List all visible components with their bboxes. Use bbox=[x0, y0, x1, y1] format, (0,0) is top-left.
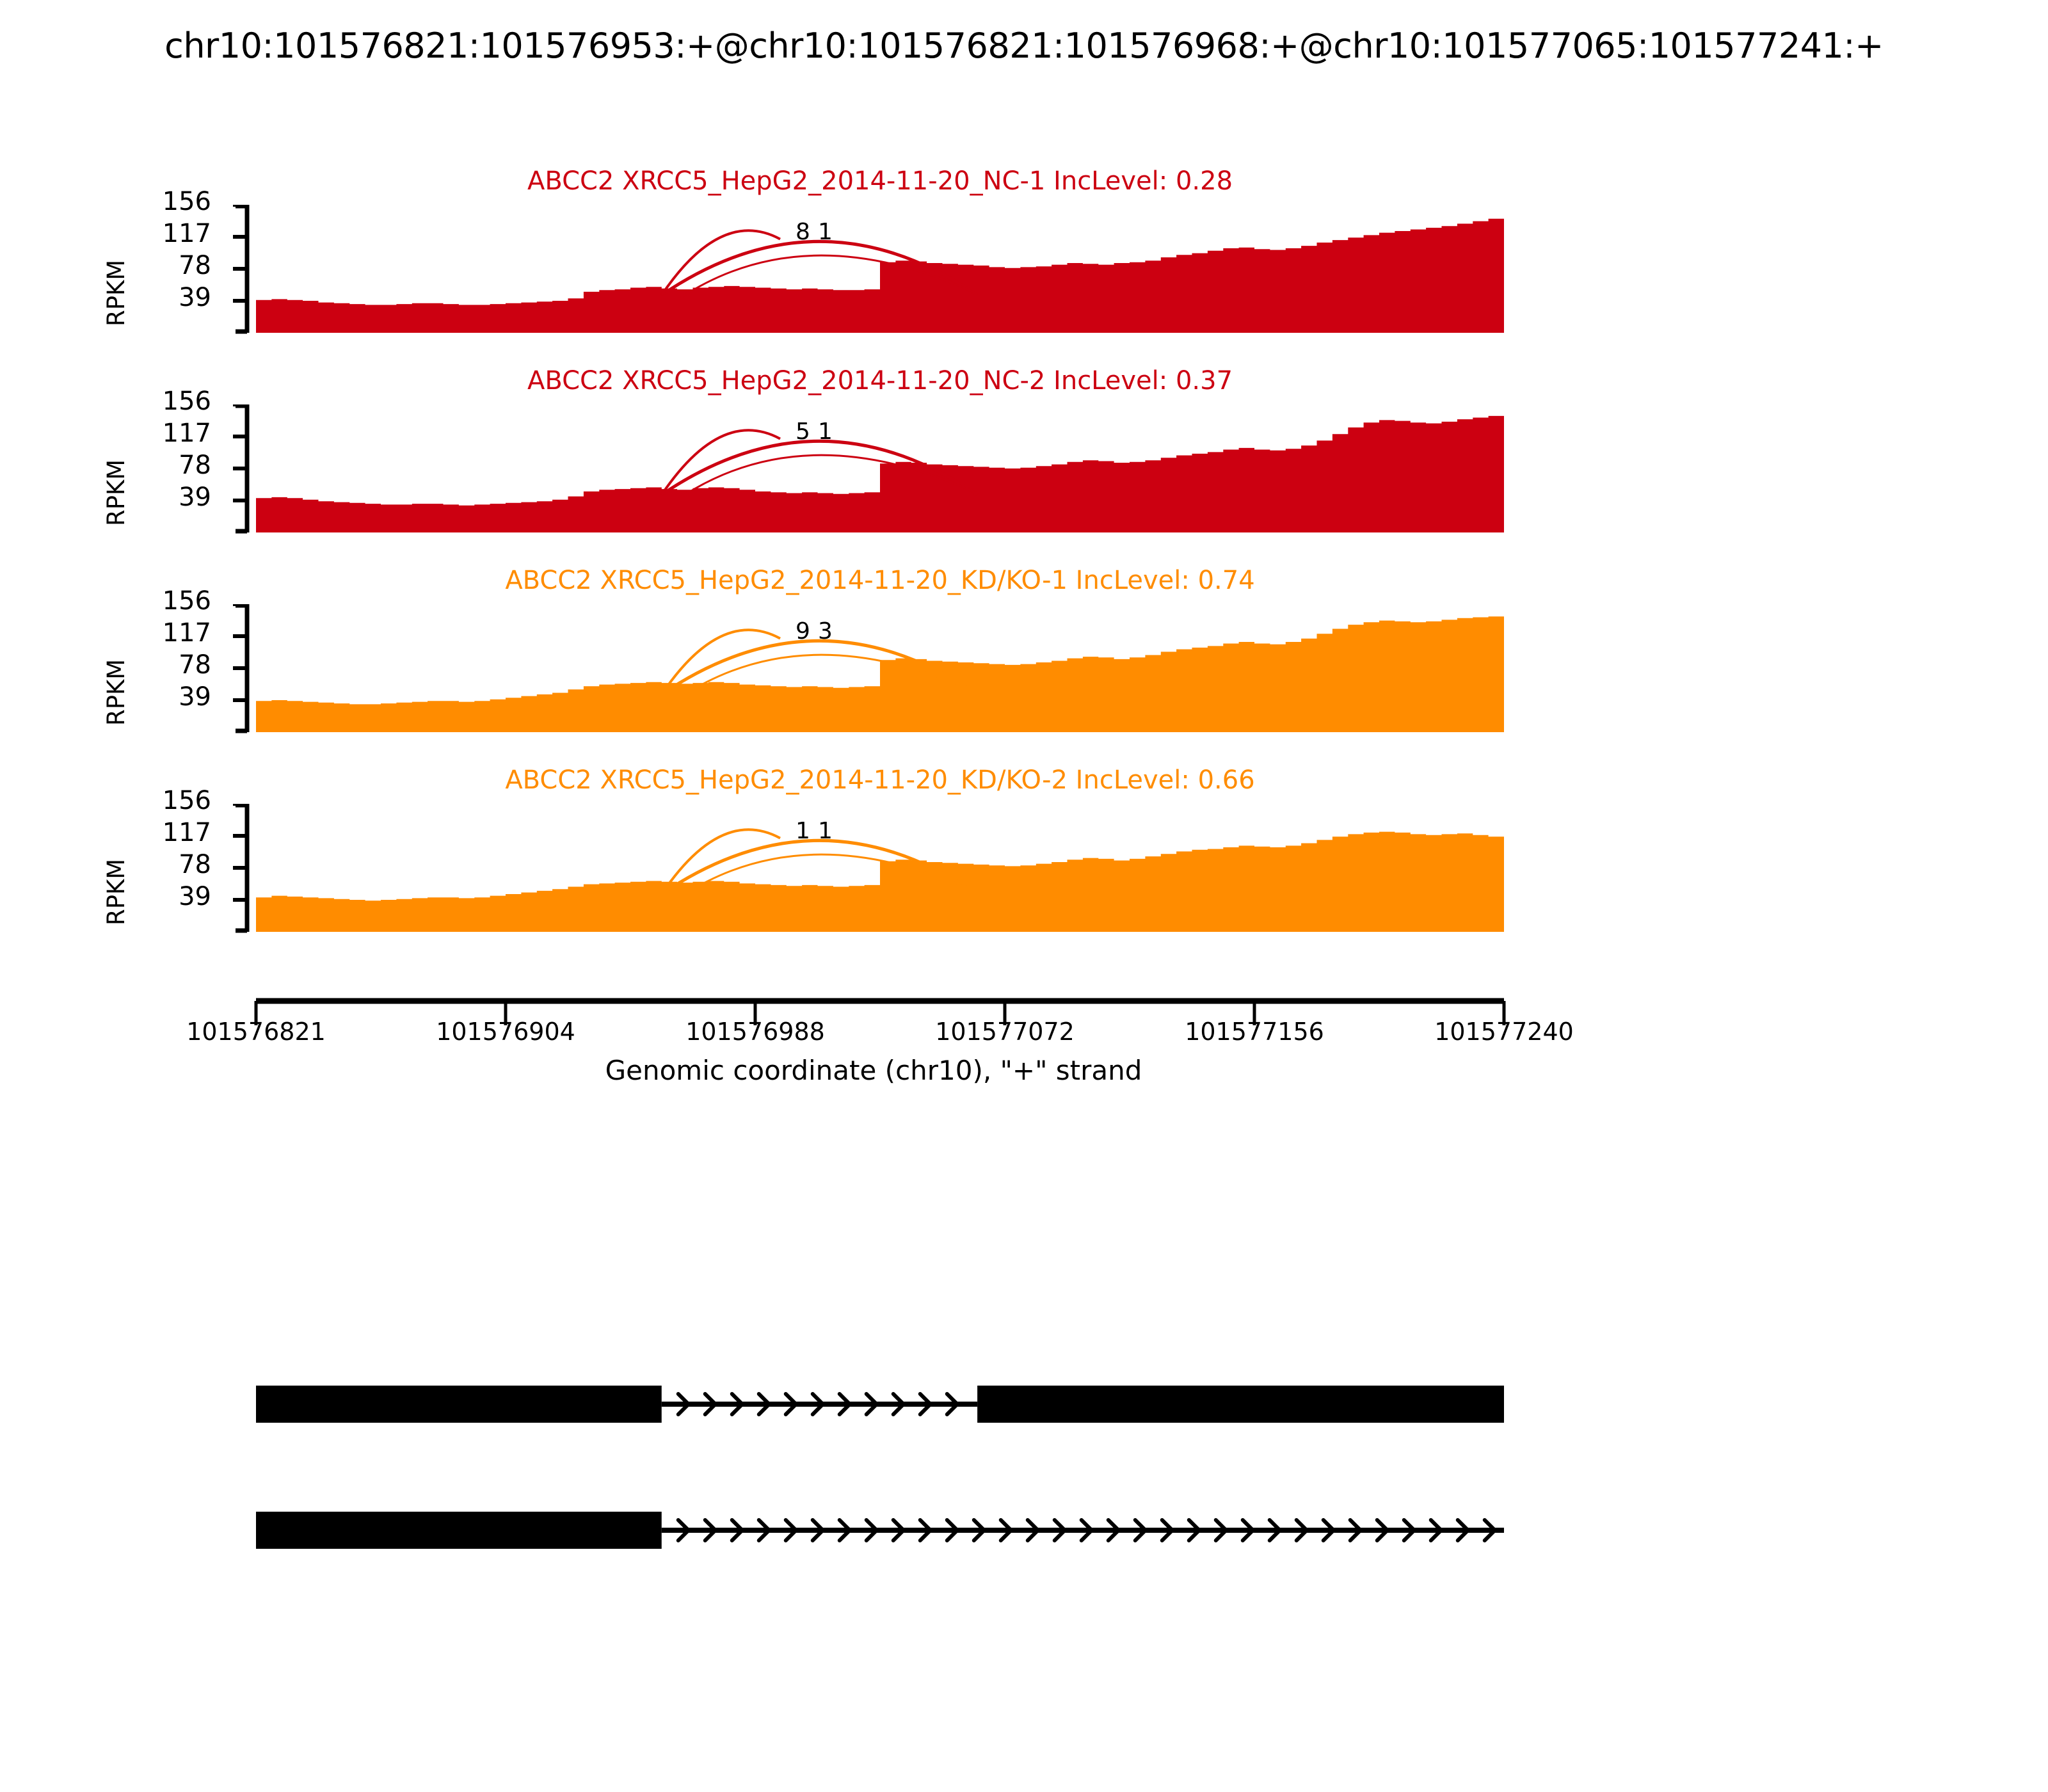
y-axis-tick-label: 78 bbox=[179, 850, 211, 879]
track-title: ABCC2 XRCC5_HepG2_2014-11-20_KD/KO-2 Inc… bbox=[505, 765, 1255, 795]
junction-count-label: 1 bbox=[796, 817, 810, 844]
track-canvas bbox=[233, 404, 1504, 534]
junction-count-label: 9 bbox=[796, 618, 810, 644]
y-axis-tick-label: 117 bbox=[162, 618, 211, 648]
track-canvas bbox=[233, 205, 1504, 334]
isoform-models bbox=[0, 1344, 2048, 1613]
x-axis-tick-label: 101577240 bbox=[1434, 1018, 1574, 1046]
track-title: ABCC2 XRCC5_HepG2_2014-11-20_NC-1 IncLev… bbox=[527, 166, 1233, 196]
y-axis-tick-label: 78 bbox=[179, 251, 211, 280]
track-title: ABCC2 XRCC5_HepG2_2014-11-20_NC-2 IncLev… bbox=[527, 366, 1233, 396]
x-axis-tick-label: 101576821 bbox=[186, 1018, 326, 1046]
y-axis-tick-label: 39 bbox=[179, 283, 211, 312]
x-axis bbox=[0, 986, 2048, 1152]
exon-block bbox=[256, 1512, 662, 1549]
track-canvas bbox=[233, 604, 1504, 733]
x-axis-tick-label: 101576988 bbox=[685, 1018, 825, 1046]
y-axis-tick-label: 39 bbox=[179, 682, 211, 712]
exon-block bbox=[256, 1386, 662, 1423]
junction-count-label: 1 bbox=[818, 817, 833, 844]
junction-count-label: 3 bbox=[818, 618, 833, 644]
track-canvas bbox=[233, 804, 1504, 933]
y-axis-tick-label: 156 bbox=[162, 187, 211, 216]
y-axis-tick-label: 78 bbox=[179, 451, 211, 480]
y-axis-tick-label: 156 bbox=[162, 387, 211, 416]
page-title: chr10:101576821:101576953:+@chr10:101576… bbox=[164, 26, 1884, 66]
track-title: ABCC2 XRCC5_HepG2_2014-11-20_KD/KO-1 Inc… bbox=[505, 566, 1255, 595]
junction-count-label: 1 bbox=[818, 418, 833, 445]
y-axis-tick-label: 156 bbox=[162, 786, 211, 815]
x-axis-tick-label: 101577156 bbox=[1185, 1018, 1324, 1046]
exon-block bbox=[977, 1386, 1504, 1423]
y-axis-tick-label: 117 bbox=[162, 818, 211, 847]
y-axis-tick-label: 78 bbox=[179, 650, 211, 680]
x-axis-tick-label: 101577072 bbox=[935, 1018, 1075, 1046]
y-axis-tick-label: 39 bbox=[179, 483, 211, 512]
y-axis-tick-label: 117 bbox=[162, 419, 211, 448]
x-axis-line bbox=[254, 998, 1506, 1025]
y-axis-tick-label: 117 bbox=[162, 219, 211, 248]
y-axis-tick-label: 156 bbox=[162, 586, 211, 616]
junction-count-label: 1 bbox=[818, 218, 833, 245]
junction-count-label: 5 bbox=[796, 418, 810, 445]
x-axis-title: Genomic coordinate (chr10), "+" strand bbox=[605, 1055, 1142, 1086]
x-axis-tick-label: 101576904 bbox=[436, 1018, 575, 1046]
junction-count-label: 8 bbox=[796, 218, 810, 245]
y-axis-tick-label: 39 bbox=[179, 882, 211, 911]
isoform-svg bbox=[256, 1386, 1504, 1549]
